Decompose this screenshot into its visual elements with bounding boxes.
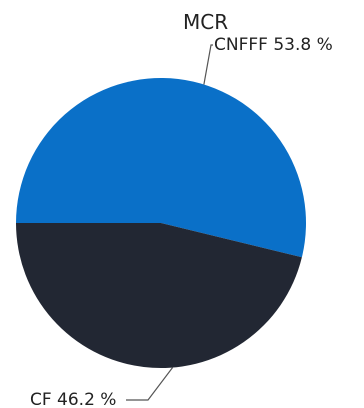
slice-label-cnfff: CNFFF 53.8 % bbox=[214, 35, 333, 55]
slice-label-cf: CF 46.2 % bbox=[30, 390, 116, 408]
leader-line-cf bbox=[126, 368, 173, 401]
pie-slices bbox=[16, 78, 306, 368]
leader-line-cnfff bbox=[204, 45, 213, 85]
chart-title: MCR bbox=[183, 10, 228, 34]
